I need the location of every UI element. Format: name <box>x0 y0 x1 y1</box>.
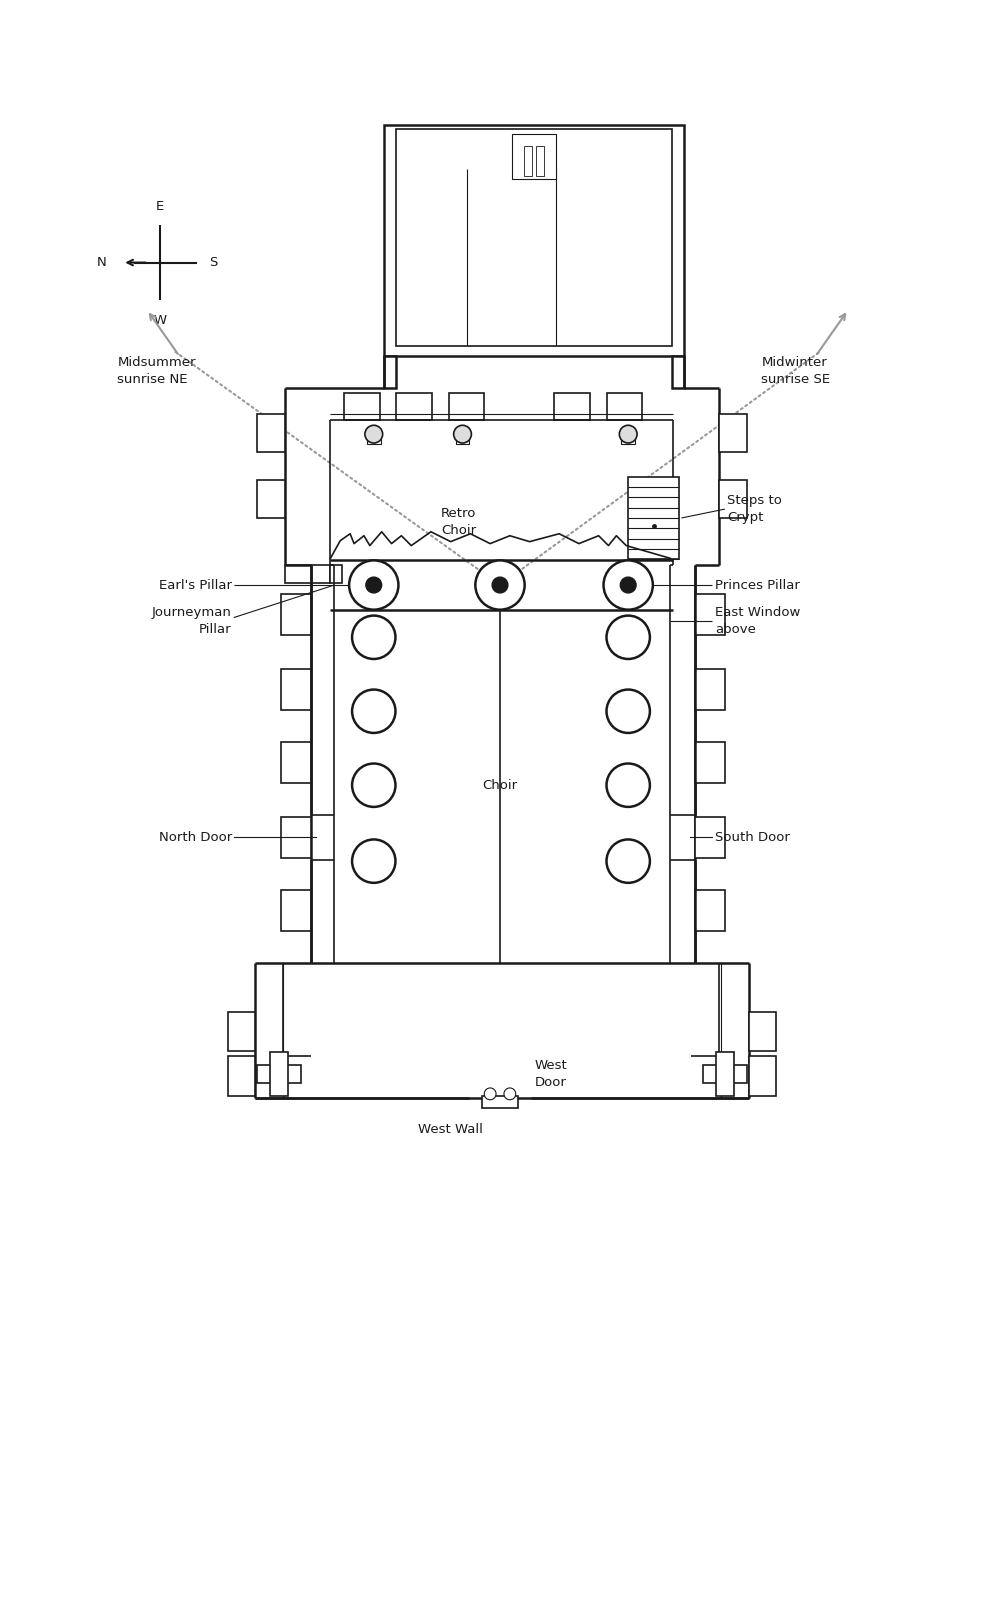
Text: Journeyman
Pillar: Journeyman Pillar <box>152 605 232 635</box>
Bar <box>281 742 311 784</box>
Text: East Window
above: East Window above <box>715 605 800 635</box>
Text: West
Door: West Door <box>535 1059 567 1090</box>
Text: North Door: North Door <box>159 830 232 843</box>
Circle shape <box>366 578 382 594</box>
Bar <box>606 392 642 421</box>
Text: Steps to
Crypt: Steps to Crypt <box>727 494 782 525</box>
Text: W: W <box>153 314 166 326</box>
Bar <box>524 146 532 176</box>
Bar <box>719 414 747 451</box>
Text: Midwinter
sunrise SE: Midwinter sunrise SE <box>761 357 830 386</box>
Bar <box>228 1013 255 1051</box>
Bar <box>281 669 311 710</box>
Bar <box>396 130 672 346</box>
Circle shape <box>619 426 637 443</box>
Circle shape <box>349 560 398 610</box>
Bar <box>536 146 544 176</box>
Text: E: E <box>156 200 164 213</box>
Bar <box>695 816 725 858</box>
Bar <box>228 1056 255 1096</box>
Bar <box>270 1053 288 1096</box>
Bar <box>367 434 381 445</box>
Text: South Door: South Door <box>715 830 790 843</box>
Bar <box>281 594 311 635</box>
Text: Earl's Pillar: Earl's Pillar <box>159 579 232 592</box>
Circle shape <box>352 763 395 806</box>
Bar <box>257 414 285 451</box>
Bar <box>384 357 396 387</box>
Bar <box>257 480 285 518</box>
Circle shape <box>352 690 395 733</box>
Circle shape <box>606 690 650 733</box>
Circle shape <box>352 840 395 883</box>
Circle shape <box>606 616 650 659</box>
Text: Choir: Choir <box>482 779 518 792</box>
Bar <box>719 480 747 518</box>
Bar <box>695 890 725 931</box>
Circle shape <box>454 426 471 443</box>
Text: N: N <box>97 256 107 269</box>
Bar <box>281 890 311 931</box>
Circle shape <box>475 560 525 610</box>
Circle shape <box>620 578 636 594</box>
Bar <box>344 392 380 421</box>
Circle shape <box>504 1088 516 1099</box>
Circle shape <box>606 763 650 806</box>
Bar <box>257 1066 301 1083</box>
Circle shape <box>484 1088 496 1099</box>
Text: Princes Pillar: Princes Pillar <box>715 579 800 592</box>
Bar <box>748 1056 776 1096</box>
Bar <box>621 434 635 445</box>
Bar <box>748 1013 776 1051</box>
Text: Retro
Choir: Retro Choir <box>441 507 476 538</box>
Bar <box>703 1066 747 1083</box>
Bar <box>384 125 684 357</box>
Bar <box>330 565 342 582</box>
Circle shape <box>604 560 653 610</box>
Bar <box>672 357 684 387</box>
Bar <box>695 742 725 784</box>
Bar <box>554 392 590 421</box>
Circle shape <box>352 616 395 659</box>
Bar <box>512 134 556 179</box>
Circle shape <box>365 426 383 443</box>
Bar <box>396 392 432 421</box>
Bar <box>482 1096 518 1107</box>
Circle shape <box>492 578 508 594</box>
Bar <box>449 392 484 421</box>
Bar <box>456 434 469 445</box>
Bar <box>281 816 311 858</box>
Bar <box>695 594 725 635</box>
Bar <box>695 669 725 710</box>
Bar <box>716 1053 734 1096</box>
Bar <box>285 565 330 582</box>
Bar <box>628 477 679 560</box>
Text: Midsummer
sunrise NE: Midsummer sunrise NE <box>117 357 196 386</box>
Circle shape <box>606 840 650 883</box>
Text: S: S <box>209 256 217 269</box>
Text: West Wall: West Wall <box>418 1123 483 1136</box>
